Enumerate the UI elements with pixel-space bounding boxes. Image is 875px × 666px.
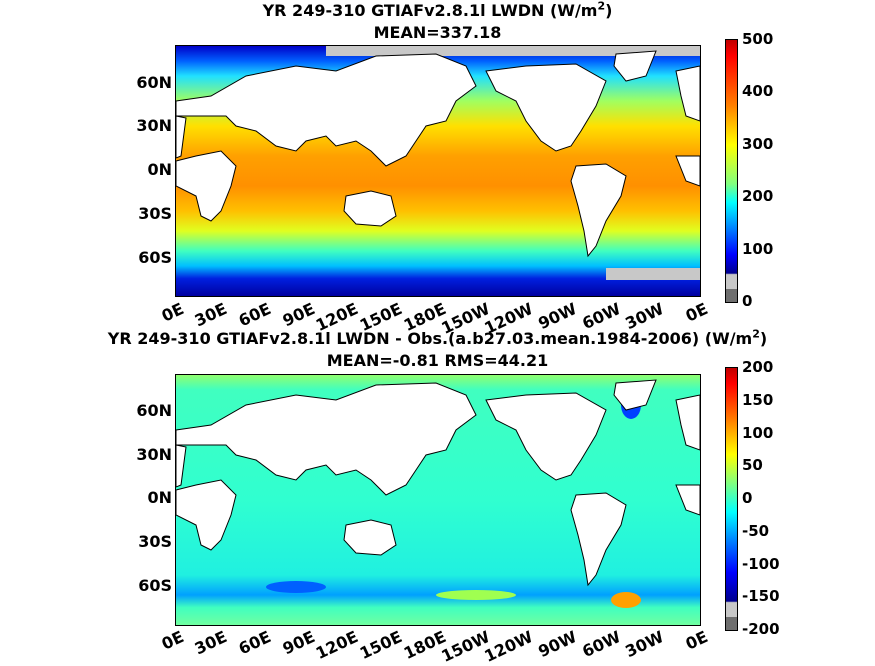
panel1-lat-30s: 30S: [138, 204, 172, 223]
panel2-lon-label: 0E: [158, 627, 187, 654]
panel2-lon-label: 0E: [682, 627, 711, 654]
panel2-colorbar-tick: 50: [742, 456, 763, 475]
panel2-title-line1: YR 249-310 GTIAFv2.8.1l LWDN - Obs.(a.b2…: [107, 327, 768, 348]
panel1-colorbar-tick: 300: [742, 134, 774, 153]
panel2-colorbar-tick: -150: [742, 587, 780, 606]
panel2-lon-label: 60W: [579, 627, 624, 662]
panel2-lon-label: 60E: [235, 627, 274, 659]
panel1-colorbar-tick: 200: [742, 187, 774, 206]
panel2-map: [175, 374, 701, 626]
panel1-colorbar-tick: 500: [742, 30, 774, 48]
panel1-map-svg: [176, 46, 700, 296]
panel2-lon-label: 90E: [279, 627, 318, 659]
panel2-lat-30s: 30S: [138, 532, 172, 551]
panel2-lon-label: 30E: [192, 627, 231, 659]
panel1-lon-label: 0E: [158, 299, 187, 326]
panel1-lat-60n: 60N: [136, 73, 172, 92]
panel2-colorbar-tick: 200: [742, 358, 774, 376]
panel1-lon-label: 90E: [279, 299, 318, 331]
panel2-lat-30n: 30N: [136, 445, 172, 464]
panel1-colorbar-tick: 400: [742, 82, 774, 101]
panel1-lat-60s: 60S: [138, 248, 172, 267]
panel2-lat-60s: 60S: [138, 576, 172, 595]
panel2-lon-label: 150E: [356, 627, 405, 664]
panel2-lat-60n: 60N: [136, 401, 172, 420]
panel2-colorbar-tick: 150: [742, 390, 774, 409]
panel1-lon-label: 0E: [682, 299, 711, 326]
panel2-colorbar-tick: -200: [742, 620, 780, 638]
panel2-lon-label: 90W: [535, 627, 580, 662]
panel2-colorbar: [725, 367, 738, 631]
panel1-lon-label: 30E: [192, 299, 231, 331]
panel1-colorbar-tick: 0: [742, 292, 753, 310]
panel1-lat-0n: 0N: [147, 160, 172, 179]
panel1-title-line2: MEAN=337.18: [373, 23, 502, 42]
panel2-colorbar-tick: 100: [742, 423, 774, 442]
panel2-lon-label: 180E: [400, 627, 449, 664]
panel2-title-line2: MEAN=-0.81 RMS=44.21: [326, 351, 549, 370]
panel2-lon-label: 120E: [313, 627, 362, 664]
panel1-colorbar: [725, 39, 738, 303]
panel2-colorbar-tick: -50: [742, 521, 770, 540]
panel2-colorbar-tick: 0: [742, 489, 753, 507]
panel2-lon-label: 120W: [481, 627, 536, 666]
panel2-colorbar-tick: -100: [742, 554, 780, 573]
panel2-lat-0n: 0N: [147, 488, 172, 507]
panel1-title-line1: YR 249-310 GTIAFv2.8.1l LWDN (W/m2): [262, 0, 613, 20]
panel1-colorbar-tick: 100: [742, 239, 774, 258]
panel2-lon-label: 30W: [622, 627, 667, 662]
panel1-lat-30n: 30N: [136, 116, 172, 135]
panel2-map-svg: [176, 375, 700, 625]
panel1-lon-label: 60E: [235, 299, 274, 331]
panel1-map: [175, 45, 701, 297]
